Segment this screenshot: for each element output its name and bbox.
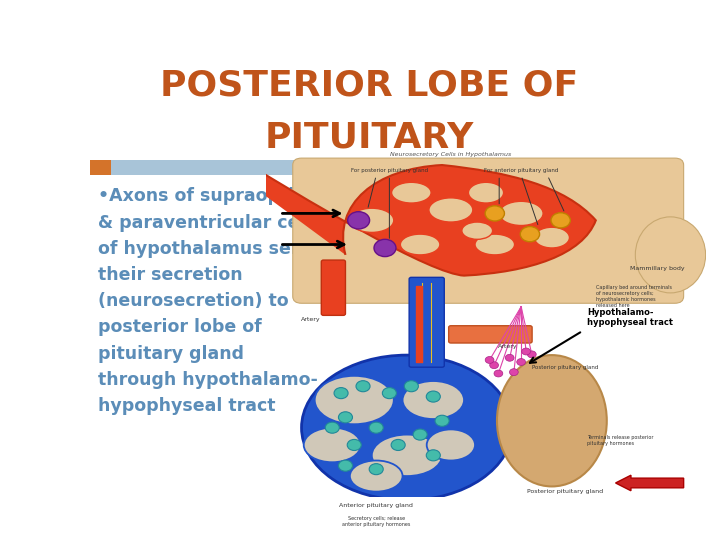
Ellipse shape: [372, 435, 442, 476]
Circle shape: [490, 362, 498, 369]
Circle shape: [338, 460, 353, 471]
Text: through hypothalamo-: through hypothalamo-: [99, 371, 318, 389]
Ellipse shape: [350, 461, 402, 491]
Text: Mammillary body: Mammillary body: [630, 266, 685, 272]
Ellipse shape: [427, 429, 475, 461]
Circle shape: [334, 388, 348, 399]
Ellipse shape: [392, 183, 431, 203]
Circle shape: [494, 370, 503, 377]
Text: (neurosecretion) to: (neurosecretion) to: [99, 292, 289, 310]
Ellipse shape: [469, 183, 503, 203]
Circle shape: [413, 429, 427, 440]
Circle shape: [510, 369, 518, 376]
Circle shape: [435, 415, 449, 426]
Circle shape: [522, 348, 531, 355]
Circle shape: [348, 212, 369, 229]
Circle shape: [356, 381, 370, 392]
Circle shape: [521, 227, 539, 242]
Ellipse shape: [304, 428, 361, 462]
Circle shape: [405, 381, 418, 392]
FancyBboxPatch shape: [321, 260, 346, 315]
Text: Artery: Artery: [498, 344, 518, 349]
Text: For anterior pituitary gland: For anterior pituitary gland: [484, 168, 558, 173]
Circle shape: [369, 464, 383, 475]
Text: PITUITARY: PITUITARY: [264, 121, 474, 155]
Circle shape: [347, 440, 361, 450]
Circle shape: [374, 239, 396, 256]
Circle shape: [485, 356, 494, 363]
Text: hypophyseal tract: hypophyseal tract: [99, 397, 276, 415]
Circle shape: [426, 391, 441, 402]
Ellipse shape: [302, 355, 513, 500]
Ellipse shape: [315, 376, 394, 424]
Text: Hypothalamo-
hypophyseal tract: Hypothalamo- hypophyseal tract: [587, 308, 673, 327]
Text: pituitary gland: pituitary gland: [99, 345, 244, 363]
Text: POSTERIOR LOBE OF: POSTERIOR LOBE OF: [160, 69, 578, 103]
Circle shape: [382, 388, 397, 399]
Text: For posterior pituitary gland: For posterior pituitary gland: [351, 168, 428, 173]
Text: Secretory cells; release
anterior pituitary hormones: Secretory cells; release anterior pituit…: [342, 516, 410, 527]
Ellipse shape: [635, 217, 706, 293]
Ellipse shape: [429, 198, 473, 222]
Circle shape: [517, 359, 526, 366]
Text: Anterior pituitary gland: Anterior pituitary gland: [339, 503, 413, 508]
Ellipse shape: [497, 355, 607, 487]
PathPatch shape: [0, 165, 596, 540]
Text: Artery: Artery: [300, 316, 320, 321]
Text: their secretion: their secretion: [99, 266, 243, 284]
Ellipse shape: [462, 222, 492, 239]
Text: •Axons of supraoptic: •Axons of supraoptic: [99, 187, 305, 205]
Ellipse shape: [402, 381, 464, 419]
Text: of hypothalamus send: of hypothalamus send: [99, 240, 316, 258]
Text: Neurosecretory Cells in Hypothalamus: Neurosecretory Cells in Hypothalamus: [390, 152, 511, 157]
Ellipse shape: [534, 227, 570, 248]
Ellipse shape: [475, 234, 515, 255]
Circle shape: [551, 213, 570, 228]
Circle shape: [505, 354, 514, 361]
Text: Terminals release posterior
pituitary hormones: Terminals release posterior pituitary ho…: [587, 435, 654, 446]
Circle shape: [528, 351, 536, 358]
FancyArrow shape: [616, 475, 684, 491]
Ellipse shape: [350, 208, 394, 232]
Text: Capillary bed around terminals
of neurosecretory cells;
hypothalamic hormones
re: Capillary bed around terminals of neuros…: [596, 285, 672, 308]
FancyBboxPatch shape: [449, 326, 532, 343]
Text: & paraventricular cells: & paraventricular cells: [99, 214, 322, 232]
Circle shape: [426, 450, 441, 461]
Text: posterior lobe of: posterior lobe of: [99, 319, 262, 336]
FancyBboxPatch shape: [409, 278, 444, 367]
Text: Posterior pituitary gland: Posterior pituitary gland: [527, 489, 603, 494]
Circle shape: [485, 206, 505, 221]
Circle shape: [369, 422, 383, 433]
Circle shape: [325, 422, 339, 433]
Ellipse shape: [400, 234, 440, 255]
Text: Posterior pituitary gland: Posterior pituitary gland: [532, 365, 598, 370]
Circle shape: [391, 440, 405, 450]
FancyBboxPatch shape: [111, 160, 648, 175]
Circle shape: [338, 412, 353, 423]
Ellipse shape: [499, 201, 543, 226]
FancyBboxPatch shape: [293, 158, 684, 303]
FancyBboxPatch shape: [90, 160, 111, 175]
